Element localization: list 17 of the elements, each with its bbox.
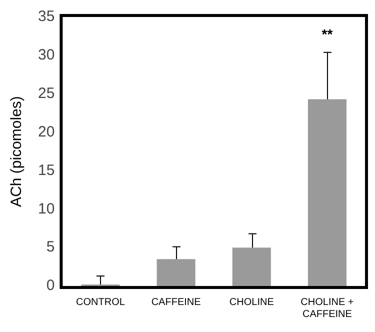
- x-tick-label: CONTROL: [76, 296, 126, 308]
- y-tick-label: 30: [38, 46, 55, 64]
- y-tick-label: 15: [38, 162, 55, 179]
- x-tick-label: CHOLINE + CAFFEINE: [300, 296, 354, 320]
- y-tick-label: 25: [38, 85, 55, 102]
- y-axis-title: ACh (picomoles): [8, 96, 26, 207]
- y-tick-label: 35: [38, 8, 55, 26]
- y-tick-label: 10: [38, 200, 55, 218]
- annotation: **: [322, 26, 334, 42]
- y-tick-label: 5: [46, 238, 55, 256]
- bar: [308, 99, 346, 286]
- bar: [156, 259, 196, 286]
- y-tick-label: 20: [38, 123, 55, 140]
- y-tick-label: 0: [46, 277, 55, 294]
- x-tick-label: CAFFEINE: [151, 296, 202, 308]
- bar: [232, 248, 271, 286]
- x-tick-label: CHOLINE: [229, 296, 274, 308]
